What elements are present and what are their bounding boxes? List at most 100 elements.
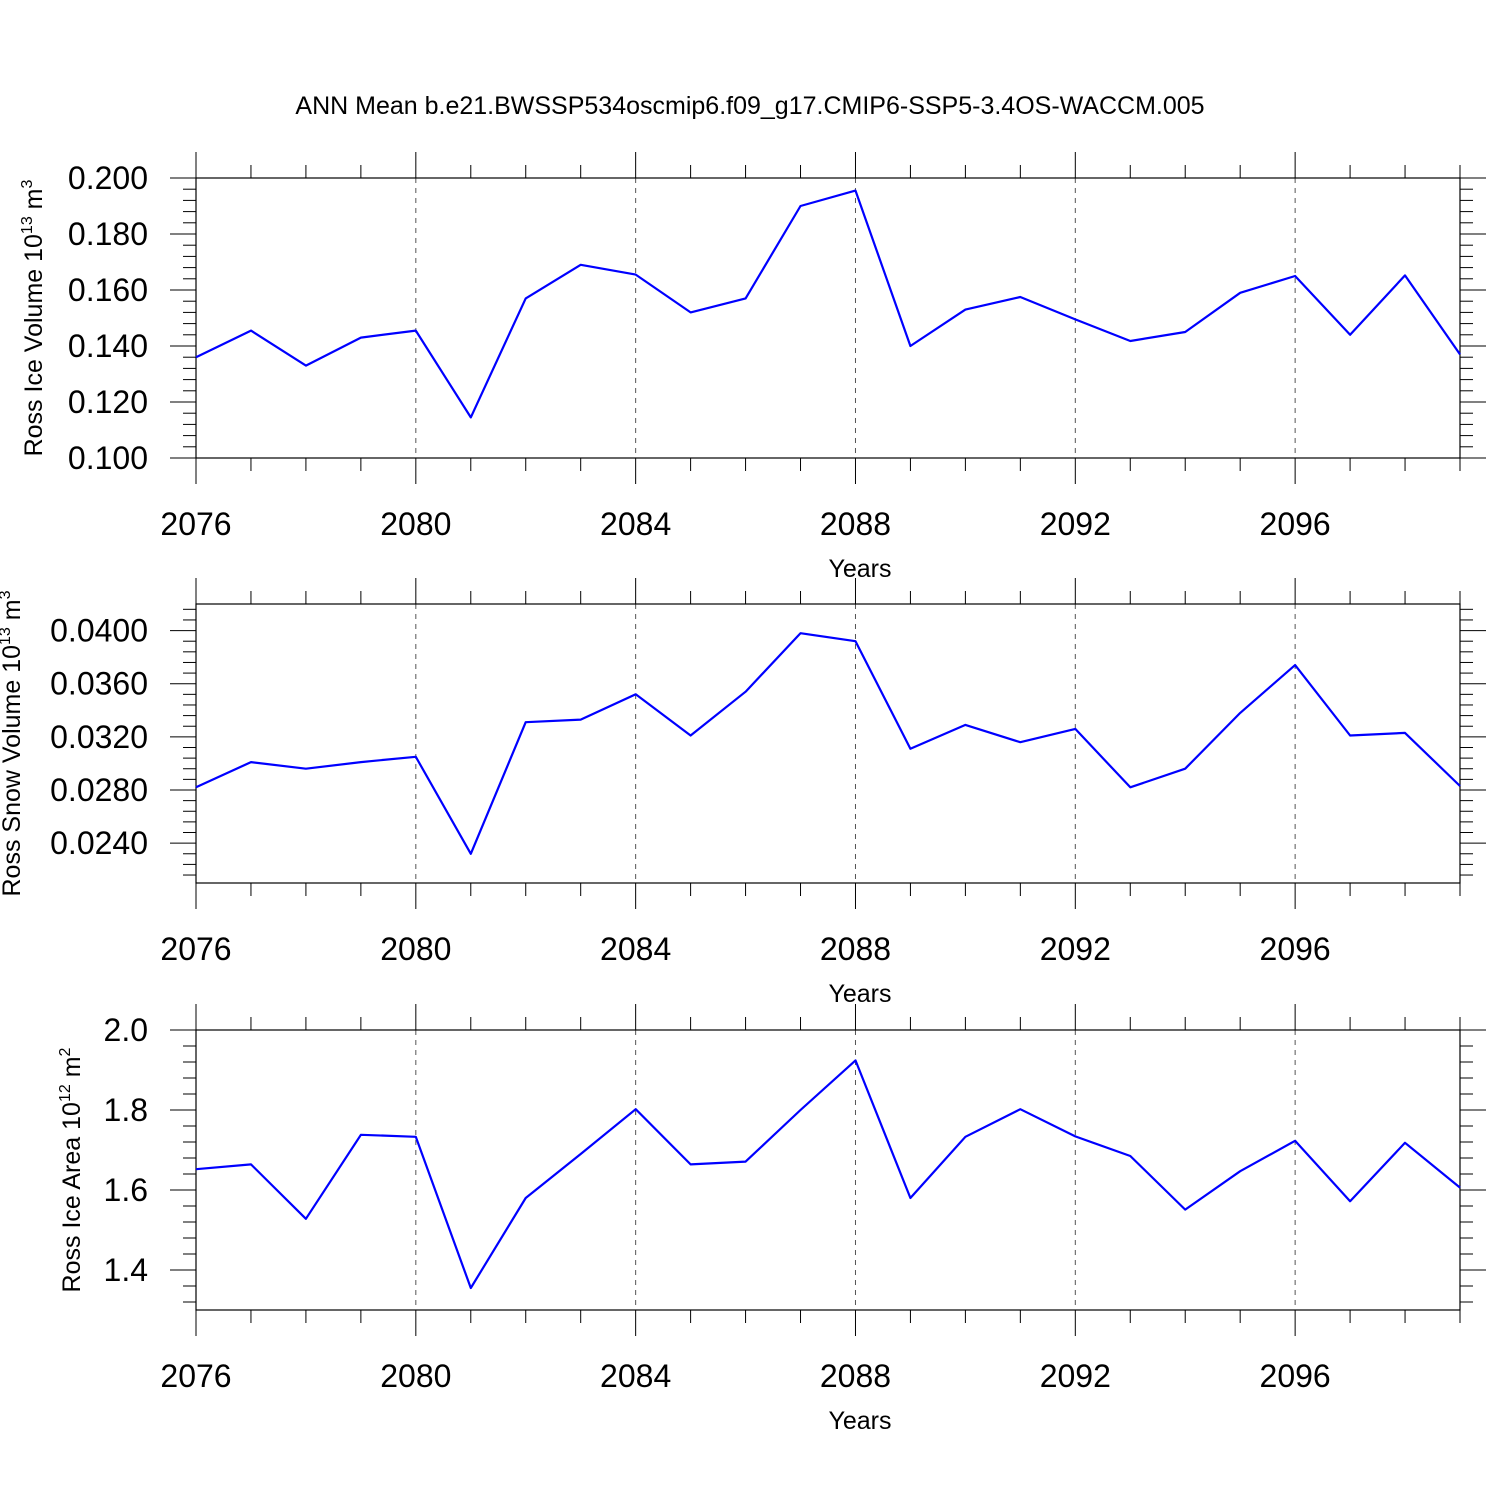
data-point bbox=[1294, 1140, 1296, 1142]
y-axis-title-text: Ross Snow Volume 10 bbox=[0, 645, 26, 897]
data-point bbox=[1239, 1170, 1241, 1172]
data-point bbox=[305, 1218, 307, 1220]
data-point bbox=[909, 748, 911, 750]
data-point bbox=[1074, 728, 1076, 730]
data-point bbox=[800, 205, 802, 207]
y-axis-title: Ross Ice Area 1012 m2 bbox=[57, 1047, 86, 1292]
y-axis-title-superscript: 12 bbox=[57, 1084, 74, 1102]
y-axis-title-text: Ross Ice Area 10 bbox=[58, 1102, 86, 1292]
x-tick-label: 2092 bbox=[1040, 1358, 1111, 1394]
data-point bbox=[1074, 318, 1076, 320]
x-tick-label: 2092 bbox=[1040, 931, 1111, 967]
data-point bbox=[1129, 1155, 1131, 1157]
y-axis-title: Ross Snow Volume 1013 m3 bbox=[0, 590, 26, 896]
data-point bbox=[854, 1059, 856, 1061]
data-point bbox=[1184, 1209, 1186, 1211]
data-point bbox=[800, 1109, 802, 1111]
data-point bbox=[250, 1163, 252, 1165]
x-tick-label: 2080 bbox=[380, 1358, 451, 1394]
data-point bbox=[525, 721, 527, 723]
x-tick-label: 2088 bbox=[820, 931, 891, 967]
data-point bbox=[1184, 768, 1186, 770]
data-point bbox=[1019, 741, 1021, 743]
data-point bbox=[415, 1136, 417, 1138]
y-axis-title-superscript: 3 bbox=[0, 590, 14, 599]
x-tick-label: 2092 bbox=[1040, 506, 1111, 542]
data-point bbox=[635, 274, 637, 276]
data-point bbox=[1239, 292, 1241, 294]
x-tick-label: 2084 bbox=[600, 931, 671, 967]
y-tick-label: 1.4 bbox=[104, 1252, 148, 1288]
data-point bbox=[690, 735, 692, 737]
plot-frame bbox=[195, 603, 1461, 884]
x-axis-title: Years bbox=[828, 555, 891, 583]
data-point bbox=[195, 356, 197, 358]
y-axis-title-text: m bbox=[0, 599, 26, 627]
x-tick-label: 2084 bbox=[600, 506, 671, 542]
data-point bbox=[690, 1163, 692, 1165]
x-tick-label: 2096 bbox=[1260, 931, 1331, 967]
data-point bbox=[580, 1153, 582, 1155]
y-tick-label: 1.6 bbox=[104, 1172, 148, 1208]
data-point bbox=[800, 632, 802, 634]
y-tick-label: 1.8 bbox=[104, 1092, 148, 1128]
data-point bbox=[1294, 275, 1296, 277]
data-point bbox=[1404, 732, 1406, 734]
data-point bbox=[525, 297, 527, 299]
data-point bbox=[909, 345, 911, 347]
chart-panel-3: 1.4 1.6 1.8 2.0 2076 2080 2084 2088 2092 2096 Year… bbox=[57, 1004, 1486, 1435]
y-tick-label: 0.0400 bbox=[50, 613, 148, 649]
data-point bbox=[1349, 1200, 1351, 1202]
data-point bbox=[250, 761, 252, 763]
data-point bbox=[360, 761, 362, 763]
data-point bbox=[305, 768, 307, 770]
data-point bbox=[1129, 786, 1131, 788]
data-point bbox=[1074, 1135, 1076, 1137]
y-axis-title-text: m bbox=[20, 188, 48, 216]
data-point bbox=[525, 1197, 527, 1199]
x-axis-title: Years bbox=[828, 1407, 891, 1435]
chart-panel-1: 0.100 0.120 0.140 0.160 0.180 0.200 2076 2080 20… bbox=[19, 152, 1486, 583]
y-tick-label: 0.140 bbox=[68, 328, 148, 364]
y-tick-label: 0.0360 bbox=[50, 666, 148, 702]
data-point bbox=[964, 309, 966, 311]
data-point bbox=[470, 853, 472, 855]
data-point bbox=[745, 691, 747, 693]
y-tick-label: 0.200 bbox=[68, 160, 148, 196]
data-point bbox=[1459, 785, 1461, 787]
data-point bbox=[415, 756, 417, 758]
plot-frame bbox=[195, 1029, 1461, 1311]
data-point bbox=[1459, 1187, 1461, 1189]
data-point bbox=[1404, 1142, 1406, 1144]
chart-panel-2: 0.0240 0.0280 0.0320 0.0360 0.0400 2076 2080 20… bbox=[0, 578, 1486, 1008]
data-point bbox=[1184, 331, 1186, 333]
y-tick-label: 2.0 bbox=[104, 1012, 148, 1048]
data-point bbox=[195, 1168, 197, 1170]
plot-frame bbox=[195, 177, 1461, 459]
data-point bbox=[305, 365, 307, 367]
data-series-line bbox=[195, 632, 1461, 855]
data-point bbox=[909, 1197, 911, 1199]
x-tick-label: 2088 bbox=[820, 1358, 891, 1394]
data-point bbox=[1404, 274, 1406, 276]
x-tick-label: 2080 bbox=[380, 931, 451, 967]
data-point bbox=[195, 786, 197, 788]
data-point bbox=[1349, 735, 1351, 737]
data-point bbox=[415, 330, 417, 332]
x-tick-label: 2096 bbox=[1260, 506, 1331, 542]
data-point bbox=[1129, 340, 1131, 342]
data-point bbox=[580, 719, 582, 721]
data-point bbox=[250, 330, 252, 332]
x-tick-label: 2076 bbox=[160, 506, 231, 542]
data-point bbox=[690, 311, 692, 313]
y-axis-title-superscript: 13 bbox=[19, 216, 36, 234]
y-axis-title: Ross Ice Volume 1013 m3 bbox=[19, 179, 48, 456]
x-tick-label: 2076 bbox=[160, 931, 231, 967]
figure-title: ANN Mean b.e21.BWSSP534oscmip6.f09_g17.C… bbox=[295, 92, 1204, 120]
data-point bbox=[854, 640, 856, 642]
y-axis-title-superscript: 3 bbox=[19, 179, 36, 188]
y-tick-label: 0.120 bbox=[68, 384, 148, 420]
y-axis-title-superscript: 2 bbox=[57, 1047, 74, 1056]
x-tick-label: 2088 bbox=[820, 506, 891, 542]
